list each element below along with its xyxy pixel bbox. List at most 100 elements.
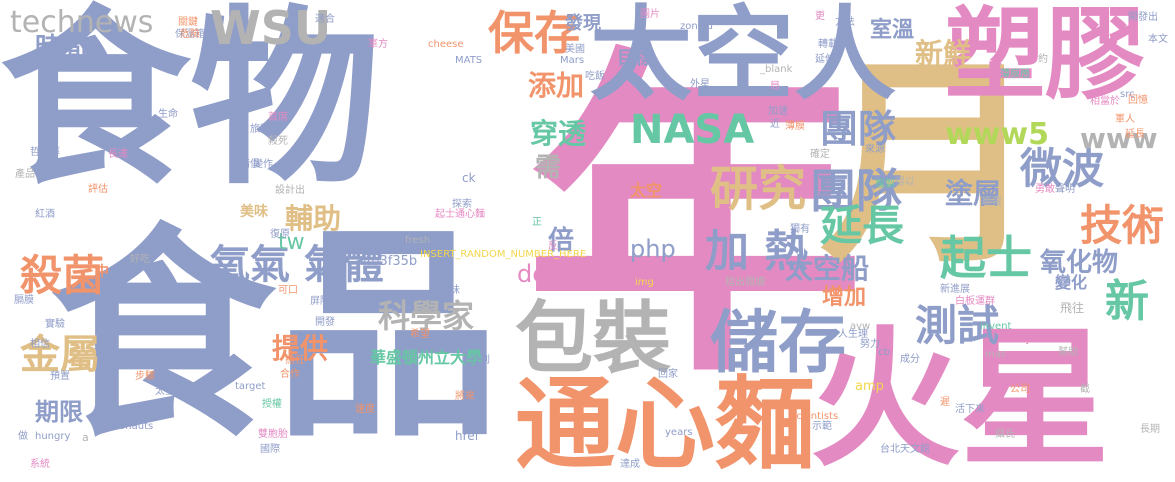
word: 添加 [528,69,585,102]
word: 獨有 [790,224,810,235]
word: 勇敢 [1035,184,1055,195]
word: 屏障 [310,296,330,307]
word: mac [985,349,1007,360]
word: 團隊 [820,107,897,151]
word: 外星 [690,79,710,90]
word: WSU [210,1,332,55]
word: 太空人 [590,0,896,115]
word: 起士通心麵 [435,209,485,220]
word: 復原 [270,229,290,240]
word: 方法 [835,17,855,28]
word: amp [855,379,884,394]
word: 做 [18,431,28,442]
word: hungry [35,431,71,442]
word: 台北天文館 [880,444,930,455]
word: 肌肉 [38,134,58,145]
word: 達成 [620,459,640,470]
word: 增加 [822,285,867,310]
word: 授權 [262,399,282,410]
word: 探索 [452,199,472,210]
word: 膈膜 [14,295,34,306]
word: 輔助 [285,202,342,235]
word: 起士 [940,231,1032,285]
word: 預置 [50,371,70,382]
word: 消毒 [462,331,482,342]
word: 轉載 [818,39,838,50]
word: 美國 [565,44,585,55]
word: 軍人 [1115,114,1135,125]
word: 新進展 [940,284,970,295]
word: 生命 [158,109,178,120]
word: 合作 [280,369,300,380]
word: 長期 [1140,424,1160,435]
word: 雙胞胎 [258,429,288,440]
word: 示範 [812,421,832,432]
word: 白板運群 [955,296,995,307]
word: 哲遠幕 [30,147,60,158]
word: 成分 [900,354,920,365]
word: tw [278,230,305,255]
word: cheese [428,39,464,50]
word: 遲 [940,397,950,408]
word: 火星 [810,313,1111,482]
word: 回家 [658,369,678,380]
word: 食品 [50,206,500,468]
word: ck [462,171,476,185]
word: 可口 [278,285,298,296]
word: 截 [1080,384,1090,395]
word: 圖片 [640,9,660,20]
word: 需 [535,153,562,183]
word: 回憶 [1128,95,1148,106]
word: www [1080,122,1158,155]
word: 指出 [725,277,745,288]
word: 口味 [440,285,460,296]
word: 旅程 [250,124,270,135]
word: 實驗 [45,319,65,330]
word: _blank [760,64,793,75]
word: 希望 [410,329,430,340]
word: 設計出 [275,185,305,196]
word: 太空站 [155,386,185,397]
word: 新鮮 [915,37,972,70]
word: 科學家 [378,297,475,335]
word: 期限 [35,398,83,426]
word: 正 [532,217,542,228]
word: 薄膜 [785,121,805,132]
word: 延長 [820,201,905,250]
word: Mars [560,55,585,66]
word: 研究 [710,161,807,217]
word: 室溫 [870,18,915,43]
word: 找到 [470,355,490,366]
word: php [630,235,676,263]
word: invent [980,321,1012,332]
word: 近 [770,119,780,130]
word: 太空船 [785,252,870,285]
word: 殺死 [268,136,288,147]
word: 努力 [860,339,880,350]
word: 攝氏 [995,429,1015,440]
word: 中 [95,264,109,280]
word: 活下來 [955,404,985,415]
word: 華盛頓州立大學 [370,348,483,367]
word: 聲明 [1055,184,1075,195]
word: 好吃 [130,254,150,265]
word: 得以 [895,177,915,188]
word: 懸念 [648,169,668,180]
word: 倍 [548,226,575,256]
word: 儲存 [710,304,847,383]
word: years [665,427,693,438]
word: INSERT_RANDOM_NUMBER_HERE [420,249,587,260]
word: 確定 [810,149,830,160]
word: 本文 [1148,34,1168,45]
word: src [1120,89,1135,100]
word: 步驟 [135,371,155,382]
word: 保存 [488,6,580,60]
word: 系統 [30,459,50,470]
word: 速度 [355,404,375,415]
word: 軍方 [368,39,388,50]
word: 變化 [1055,273,1088,292]
word: avw [850,321,871,332]
word: 氧化物 [1040,248,1119,278]
word: MATS [455,55,483,66]
